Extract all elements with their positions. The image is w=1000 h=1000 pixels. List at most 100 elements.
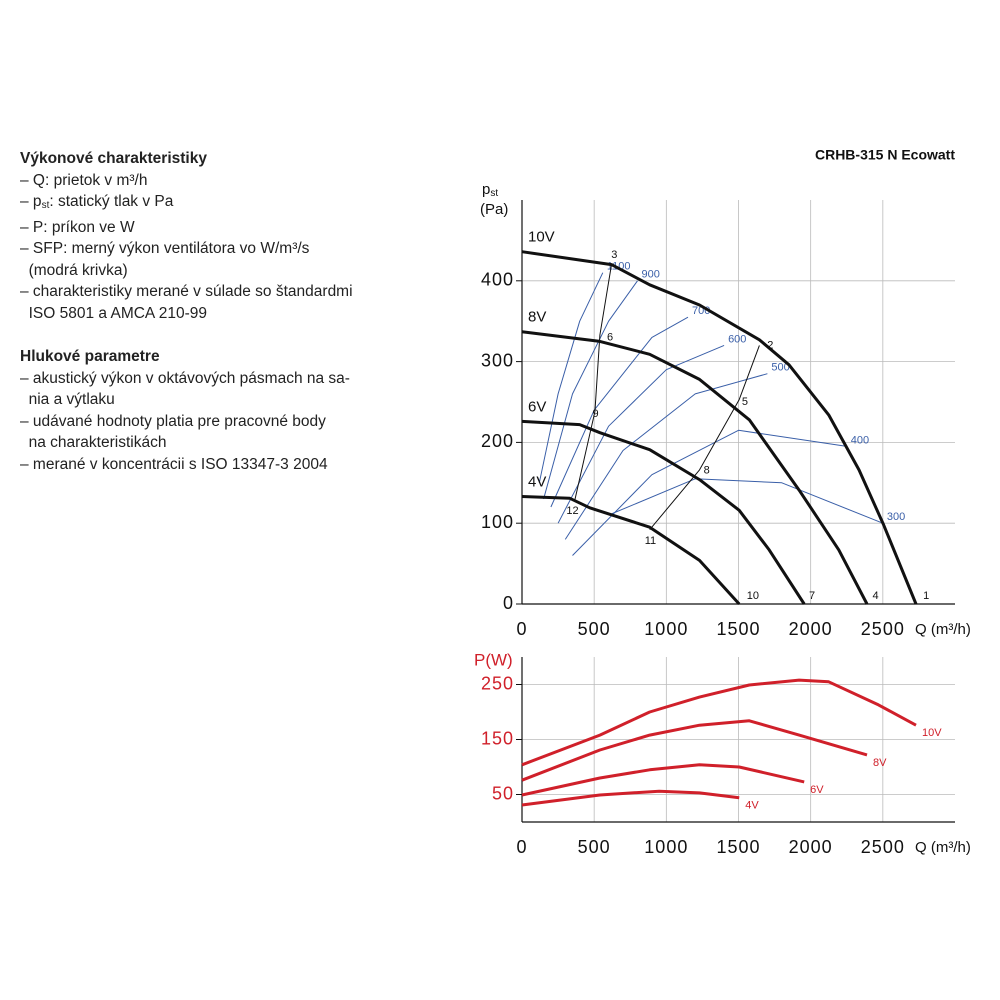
sfp-label: 900 (641, 269, 659, 281)
sfp-label: 600 (728, 333, 746, 345)
sfp-curve (550, 316, 689, 508)
sfp-curve (538, 272, 604, 483)
y-tick-label: 0 (503, 593, 514, 613)
x-tick-label: 0 (516, 619, 527, 639)
list-item: – SFP: merný výkon ventilátora vo W/m³/s (20, 238, 353, 260)
x-tick-label: 2000 (789, 837, 833, 857)
text: ISO 5801 a AMCA 210-99 (20, 304, 207, 322)
subscript: st (41, 200, 50, 211)
x-tick-label: 2500 (861, 619, 905, 639)
fan-curve (521, 789, 740, 807)
text: – SFP: merný výkon ventilátora vo W/m³/s (20, 240, 310, 257)
point-label: 5 (742, 396, 748, 408)
text: – Q: prietok v m³/h (20, 171, 148, 189)
list-item: – pst: statický tlak v Pa (20, 191, 353, 217)
fan-curve (521, 250, 918, 605)
x-tick-label: 2000 (789, 619, 833, 639)
y-tick-label: 150 (481, 728, 514, 748)
point-label: 11 (645, 535, 656, 547)
text: – merané v koncentrácii s ISO 13347-3 20… (20, 455, 328, 473)
operating-line (649, 345, 760, 531)
text: – charakteristiky merané v súlade so šta… (20, 283, 353, 300)
x-axis-label: Q (m³/h) (915, 621, 971, 638)
y-tick-label: 100 (481, 512, 514, 532)
point-label: 12 (566, 505, 578, 517)
list-item: – udávané hodnoty platia pre pracovné bo… (20, 411, 353, 433)
sfp-curve (557, 344, 725, 524)
x-tick-label: 500 (578, 619, 611, 639)
text: na charakteristikách (20, 434, 167, 451)
point-label: 7 (809, 590, 815, 602)
point-label: 2 (767, 339, 773, 351)
fan-curve (521, 495, 741, 606)
sfp-label: 400 (851, 434, 869, 446)
series-label: 6V (810, 784, 824, 796)
text: – akustický výkon v oktávových pásmach n… (20, 369, 350, 387)
series-label: 8V (528, 309, 546, 326)
sfp-curve (572, 429, 847, 556)
y-tick-label: 300 (481, 350, 514, 370)
sfp-label: 300 (887, 511, 905, 523)
point-label: 10 (747, 590, 759, 602)
list-item: na charakteristikách (20, 432, 353, 454)
list-item: ISO 5801 a AMCA 210-99 (20, 303, 353, 325)
sfp-curve (543, 280, 638, 500)
list-item: – merané v koncentrácii s ISO 13347-3 20… (20, 454, 353, 476)
series-label: 6V (528, 398, 546, 415)
y-tick-label: 200 (481, 431, 514, 451)
series-label: 10V (528, 229, 555, 246)
sfp-curve (564, 373, 768, 540)
point-label: 1 (923, 590, 929, 602)
text: nia a výtlaku (20, 391, 115, 408)
series-label: 4V (745, 800, 759, 812)
heading: Výkonové charakteristiky (20, 150, 207, 167)
y-tick-label: 400 (481, 270, 514, 290)
text: : statický tlak v Pa (49, 193, 174, 210)
series-label: 10V (922, 727, 942, 739)
y-axis-label: pst (482, 181, 498, 199)
y-axis-label-sub: st (490, 188, 498, 199)
sfp-curve (608, 478, 883, 524)
operating-line (574, 264, 612, 501)
x-tick-label: 1000 (644, 619, 688, 639)
y-tick-label: 50 (492, 783, 514, 803)
x-axis-label: Q (m³/h) (915, 839, 971, 856)
fan-curve (521, 763, 805, 797)
fan-curve (521, 330, 869, 605)
series-label: 8V (873, 757, 887, 769)
description: Výkonové charakteristiky – Q: prietok v m… (20, 148, 353, 475)
x-tick-label: 500 (578, 837, 611, 857)
x-tick-label: 1500 (716, 837, 760, 857)
y-tick-label: 250 (481, 673, 514, 693)
chart-title: CRHB-315 N Ecowatt (815, 147, 955, 163)
x-tick-label: 1000 (644, 837, 688, 857)
point-label: 4 (873, 590, 879, 602)
series-label: 4V (528, 474, 546, 491)
text: – udávané hodnoty platia pre pracovné bo… (20, 412, 326, 430)
fan-curve (521, 419, 806, 605)
x-tick-label: 0 (516, 837, 527, 857)
list-item: – charakteristiky merané v súlade so šta… (20, 281, 353, 303)
x-tick-label: 2500 (861, 837, 905, 857)
y-axis-label: P(W) (474, 650, 513, 669)
list-item: nia a výtlaku (20, 389, 353, 411)
text: (modrá krivka) (20, 261, 128, 279)
x-tick-label: 1500 (716, 619, 760, 639)
fan-curve (521, 678, 917, 767)
text: – p (20, 193, 42, 210)
point-label: 8 (704, 465, 710, 477)
y-axis-label-main: p (482, 181, 490, 198)
point-label: 3 (611, 249, 617, 261)
point-label: 6 (607, 331, 613, 343)
y-axis-label-unit: (Pa) (480, 201, 508, 218)
sfp-label: 500 (771, 362, 789, 374)
list-item: – Q: prietok v m³/h (20, 170, 353, 192)
list-item: (modrá krivka) (20, 260, 353, 282)
heading: Hlukové parametre (20, 348, 160, 365)
list-item: – akustický výkon v oktávových pásmach n… (20, 368, 353, 390)
text: – P: príkon ve W (20, 218, 135, 236)
point-label: 9 (593, 408, 599, 420)
list-item: – P: príkon ve W (20, 217, 353, 239)
